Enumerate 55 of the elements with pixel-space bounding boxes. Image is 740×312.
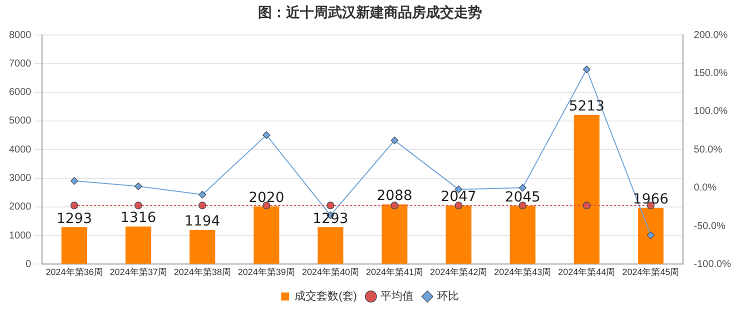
x-tick-label: 2024年第41周	[366, 267, 424, 278]
y2-tick-label: 100.0%	[694, 106, 728, 118]
bar	[254, 206, 280, 264]
x-tick-label: 2024年第36周	[46, 267, 103, 278]
bar	[382, 204, 408, 264]
point	[582, 66, 590, 74]
data-label: 2045	[504, 189, 540, 206]
bar	[61, 227, 88, 264]
bar	[446, 206, 472, 264]
bar	[318, 227, 344, 264]
y-tick-label: 0	[26, 258, 32, 270]
bar	[126, 226, 152, 264]
point	[134, 182, 142, 190]
x-tick-label: 2024年第42周	[430, 267, 488, 278]
y2-tick-label: -50.0%	[694, 220, 726, 232]
bar	[510, 206, 536, 264]
y-tick-label: 8000	[8, 30, 32, 41]
y2-tick-label: 0.0%	[694, 182, 717, 194]
data-label: 1194	[184, 214, 220, 230]
point	[262, 131, 270, 139]
y-tick-label: 4000	[8, 144, 32, 156]
legend-label: 环比	[436, 290, 459, 303]
y-tick-label: 5000	[8, 116, 32, 127]
data-label: 1293	[312, 210, 348, 227]
y-tick-label: 1000	[8, 230, 32, 242]
y2-tick-label: -100.0%	[694, 258, 732, 270]
x-tick-label: 2024年第43周	[494, 267, 552, 278]
data-label: 2088	[376, 188, 412, 204]
data-label: 1293	[56, 210, 92, 227]
point	[70, 177, 78, 185]
y-tick-label: 3000	[8, 173, 32, 184]
point	[646, 231, 655, 239]
data-label: 2020	[248, 190, 284, 206]
y-tick-label: 2000	[8, 202, 32, 213]
y-tick-label: 7000	[8, 58, 32, 70]
data-label: 2047	[440, 189, 476, 206]
bar	[574, 114, 600, 264]
x-tick-label: 2024年第40周	[302, 267, 359, 278]
y2-tick-label: 150.0%	[694, 68, 728, 79]
legend-label: 平均值	[380, 290, 414, 303]
legend-label: 成交套数(套)	[294, 290, 357, 303]
bar	[190, 230, 216, 264]
y2-tick-label: 50.0%	[694, 144, 722, 156]
x-tick-label: 2024年第39周	[238, 267, 295, 278]
y2-tick-label: 200.0%	[694, 30, 728, 41]
point	[198, 190, 206, 198]
chart-title: 图：近十周武汉新建商品房成交走势	[257, 4, 483, 23]
x-tick-label: 2024年第37周	[110, 267, 167, 278]
point	[390, 136, 398, 144]
bar	[638, 208, 664, 264]
x-tick-label: 2024年第44周	[558, 267, 616, 278]
x-tick-label: 2024年第38周	[174, 267, 231, 278]
y-tick-label: 6000	[8, 87, 32, 98]
x-tick-label: 2024年第45周	[622, 267, 680, 278]
data-label: 1316	[120, 210, 156, 226]
